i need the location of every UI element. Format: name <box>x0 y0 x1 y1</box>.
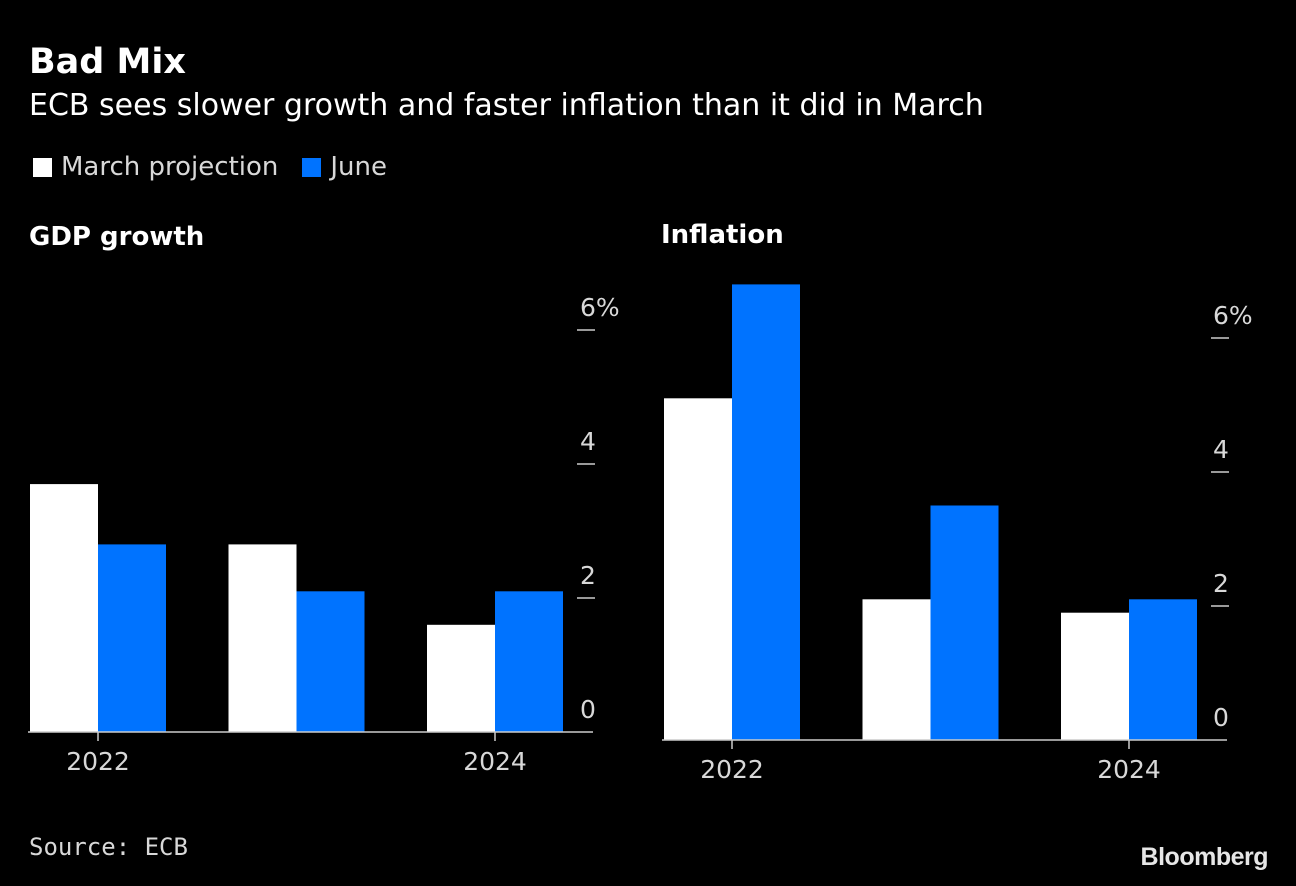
inflation-x-tick-label-2024: 2024 <box>1097 755 1161 784</box>
inflation-bar-2024-june <box>1129 599 1197 740</box>
gdp-y-tick-label-2: 2 <box>580 561 596 590</box>
legend-swatch-march <box>33 157 52 177</box>
inflation-bar-2024-march <box>1061 612 1129 740</box>
gdp-bar-2022-june <box>98 544 166 732</box>
legend: March projection June <box>33 152 411 182</box>
source-note: Source: ECB <box>29 833 188 861</box>
chart-subtitle: ECB sees slower growth and faster inflat… <box>29 88 984 123</box>
inflation-x-tick-label-2022: 2022 <box>700 755 764 784</box>
gdp-bar-2023-june <box>296 591 365 732</box>
inflation-y-tick-label-6: 6% <box>1213 301 1253 330</box>
gdp-x-tick-label-2024: 2024 <box>463 747 527 776</box>
inflation-panel-title: Inflation <box>661 220 784 250</box>
gdp-bar-2023-march <box>228 544 297 732</box>
gdp-bar-2024-june <box>495 591 563 732</box>
inflation-bar-2023-march <box>862 599 931 740</box>
legend-label-march: March projection <box>61 152 279 182</box>
gdp-y-tick-label-4: 4 <box>580 427 596 456</box>
gdp-panel-title: GDP growth <box>29 222 205 252</box>
gdp-x-tick-label-2022: 2022 <box>66 747 130 776</box>
chart-title: Bad Mix <box>29 42 186 82</box>
legend-label-june: June <box>330 152 387 182</box>
legend-item-march: March projection <box>33 152 278 182</box>
inflation-chart: 2022 2024 0 2 4 6% <box>662 284 1253 784</box>
inflation-y-tick-label-4: 4 <box>1213 435 1229 464</box>
bloomberg-logo: Bloomberg <box>1140 843 1269 871</box>
inflation-y-tick-label-2: 2 <box>1213 569 1229 598</box>
gdp-bar-2024-march <box>427 624 495 732</box>
gdp-growth-chart: 2022 2024 0 2 4 6% <box>28 293 620 776</box>
legend-swatch-june <box>302 157 322 177</box>
inflation-bar-2023-june <box>930 505 999 740</box>
inflation-bar-2022-june <box>732 284 800 740</box>
inflation-bar-2022-march <box>664 398 732 740</box>
gdp-y-tick-label-6: 6% <box>580 293 620 322</box>
gdp-y-tick-label-0: 0 <box>580 695 596 724</box>
inflation-y-tick-label-0: 0 <box>1213 703 1229 732</box>
legend-item-june: June <box>302 152 387 182</box>
gdp-bar-2022-march <box>30 484 98 732</box>
